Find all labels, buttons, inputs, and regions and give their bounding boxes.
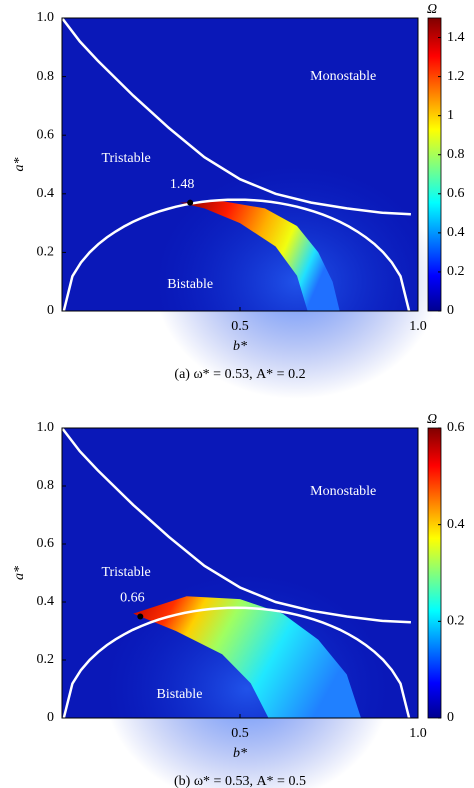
region-label: Monostable: [310, 69, 376, 84]
y-tick-label: 0.8: [37, 69, 55, 84]
y-tick-label: 1.0: [37, 420, 55, 435]
colorbar-label: Ω: [427, 2, 437, 17]
peak-marker: [187, 199, 194, 206]
caption: (a) ω* = 0.53, A* = 0.2: [174, 367, 305, 382]
colorbar-label: Ω: [427, 412, 437, 427]
peak-label: 0.66: [120, 591, 145, 606]
colorbar-tick-label: 0.2: [447, 264, 465, 279]
colorbar-tick-label: 1.2: [447, 69, 465, 84]
y-tick-label: 0.4: [37, 186, 55, 201]
colorbar-tick-label: 1: [447, 108, 454, 123]
colorbar-tick-label: 1.4: [447, 30, 465, 45]
colorbar-tick-label: 0.8: [447, 147, 465, 162]
x-tick-label: 1.0: [409, 726, 427, 741]
y-tick-label: 1.0: [37, 10, 55, 25]
colorbar-tick-label: 0.6: [447, 420, 465, 435]
y-tick-label: 0.8: [37, 478, 55, 493]
y-tick-label: 0.2: [37, 652, 55, 667]
boundary-curve: [61, 17, 411, 216]
peak-marker: [137, 613, 144, 620]
region-label: Monostable: [310, 484, 376, 499]
peak-label: 1.48: [170, 177, 195, 192]
x-tick-label: 0.5: [231, 726, 249, 741]
colorbar-tick-label: 0.6: [447, 186, 465, 201]
boundary-curve: [62, 198, 411, 312]
y-tick-label: 0.2: [37, 245, 55, 260]
colorbar-tick-label: 0.4: [447, 225, 465, 240]
boundary-curve: [61, 427, 411, 624]
colorbar-tick-label: 0: [447, 710, 454, 725]
y-axis-label: a*: [12, 158, 27, 172]
y-tick-label: 0.6: [37, 127, 55, 142]
region-label: Bistable: [157, 687, 203, 702]
boundary-curve: [62, 606, 411, 719]
colorbar-tick-label: 0.2: [447, 614, 465, 629]
caption: (b) ω* = 0.53, A* = 0.5: [174, 774, 306, 788]
region-label: Tristable: [101, 151, 150, 166]
y-axis-label: a*: [12, 566, 27, 580]
y-tick-label: 0.4: [37, 594, 55, 609]
colorbar: [427, 427, 442, 719]
x-tick-label: 1.0: [409, 319, 427, 334]
y-tick-label: 0.6: [37, 536, 55, 551]
region-label: Tristable: [101, 565, 150, 580]
heatmap-region: [133, 596, 361, 718]
heatmap-halo: [154, 164, 440, 399]
colorbar: [427, 17, 442, 312]
x-axis-label: b*: [233, 746, 247, 761]
y-tick-label: 0: [47, 710, 54, 725]
region-label: Bistable: [167, 277, 213, 292]
colorbar-tick-label: 0: [447, 303, 454, 318]
x-axis-label: b*: [233, 339, 247, 354]
colorbar-tick-label: 0.4: [447, 517, 465, 532]
heatmap-region: [179, 201, 340, 311]
y-tick-label: 0: [47, 303, 54, 318]
x-tick-label: 0.5: [231, 319, 249, 334]
